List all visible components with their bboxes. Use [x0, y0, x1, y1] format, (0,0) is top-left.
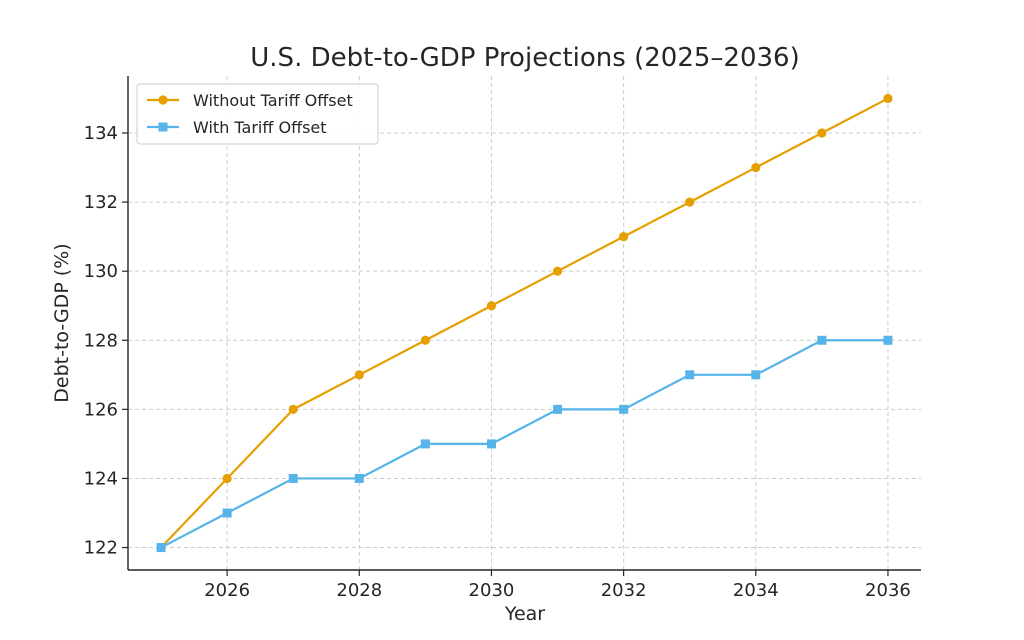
legend-label-with-tariff: With Tariff Offset	[193, 118, 327, 137]
data-point-without-tariff	[883, 93, 893, 104]
y-tick-label: 128	[84, 330, 118, 351]
y-tick-label: 132	[84, 192, 118, 213]
series-line-without-tariff	[160, 97, 889, 549]
legend: Without Tariff Offset With Tariff Offset	[136, 83, 379, 145]
data-point-without-tariff	[486, 301, 497, 311]
data-point-with-tariff	[553, 404, 563, 414]
data-point-with-tariff	[817, 335, 827, 345]
legend-marker-without-tariff	[158, 95, 168, 105]
x-tick-label: 2030	[469, 580, 515, 601]
series-line-with-tariff	[160, 339, 888, 549]
legend-box	[136, 83, 379, 145]
y-tick-label: 122	[84, 538, 118, 559]
data-point-without-tariff	[751, 162, 761, 173]
x-tick-label: 2032	[601, 580, 647, 601]
data-point-without-tariff	[552, 266, 563, 276]
chart-title: U.S. Debt-to-GDP Projections (2025–2036)	[250, 43, 799, 73]
gridlines	[128, 76, 921, 570]
data-point-without-tariff	[817, 128, 827, 138]
y-tick-label: 130	[84, 261, 118, 282]
legend-marker-with-tariff	[158, 122, 168, 132]
data-point-with-tariff	[685, 370, 695, 380]
x-tick-label: 2026	[204, 580, 250, 601]
data-point-without-tariff	[354, 370, 364, 380]
series-without-tariff	[156, 93, 893, 553]
data-point-without-tariff	[685, 197, 695, 207]
y-ticks: 122 124 126 128 130 132 134	[84, 123, 128, 559]
data-point-without-tariff	[222, 473, 232, 484]
data-point-with-tariff	[486, 439, 496, 449]
data-point-with-tariff	[288, 473, 298, 483]
series-with-tariff	[156, 335, 893, 553]
x-ticks: 2026 2028 2030 2032 2034 2036	[204, 570, 911, 601]
data-point-without-tariff	[288, 404, 298, 414]
y-tick-label: 134	[84, 123, 118, 144]
data-point-with-tariff	[751, 370, 761, 380]
data-point-with-tariff	[156, 543, 166, 553]
data-point-with-tariff	[619, 404, 629, 414]
x-tick-label: 2036	[865, 580, 911, 601]
data-point-with-tariff	[354, 473, 364, 483]
y-tick-label: 124	[84, 468, 118, 489]
data-point-with-tariff	[883, 335, 893, 345]
x-tick-label: 2028	[336, 580, 382, 601]
data-point-with-tariff	[420, 439, 430, 449]
data-point-without-tariff	[420, 335, 430, 345]
axes	[127, 76, 921, 571]
series-layer	[156, 93, 893, 553]
data-point-without-tariff	[619, 232, 629, 242]
y-axis-label: Debt-to-GDP (%)	[51, 243, 73, 402]
x-axis-label: Year	[504, 603, 545, 625]
x-tick-label: 2034	[733, 580, 779, 601]
legend-label-without-tariff: Without Tariff Offset	[193, 91, 353, 110]
y-tick-label: 126	[84, 399, 118, 420]
data-point-with-tariff	[222, 508, 232, 518]
